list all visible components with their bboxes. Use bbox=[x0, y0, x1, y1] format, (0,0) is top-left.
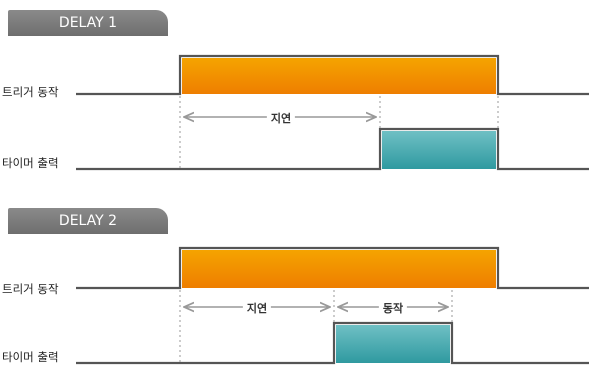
panel-1-trigger-label: 트리거 동작 bbox=[2, 85, 59, 99]
panel-1-tab: DELAY 1 bbox=[8, 10, 168, 36]
panel-2-delay-label: 지연 bbox=[242, 300, 272, 316]
panel-2-on-label: 동작 bbox=[378, 300, 408, 316]
panel-2-output-label: 타이머 출력 bbox=[2, 350, 59, 364]
panel-2-output-signal bbox=[76, 321, 589, 365]
panel-1-output-pulse bbox=[382, 131, 496, 169]
panel-2-output-pulse bbox=[336, 325, 450, 363]
panel-1-output-signal bbox=[76, 127, 589, 171]
panel-2-title: DELAY 2 bbox=[58, 213, 118, 229]
panel-1-output-label: 타이머 출력 bbox=[2, 156, 59, 170]
panel-2-trigger-label: 트리거 동작 bbox=[2, 282, 59, 296]
panel-1-trigger-pulse bbox=[182, 58, 496, 94]
panel-1-delay-label: 지연 bbox=[266, 110, 296, 126]
panel-2-trigger-pulse bbox=[182, 250, 496, 288]
panel-1-title: DELAY 1 bbox=[58, 15, 118, 31]
panel-2-trigger-signal bbox=[76, 246, 589, 290]
panel-2-tab: DELAY 2 bbox=[8, 208, 168, 234]
panel-1-trigger-signal bbox=[76, 54, 589, 96]
